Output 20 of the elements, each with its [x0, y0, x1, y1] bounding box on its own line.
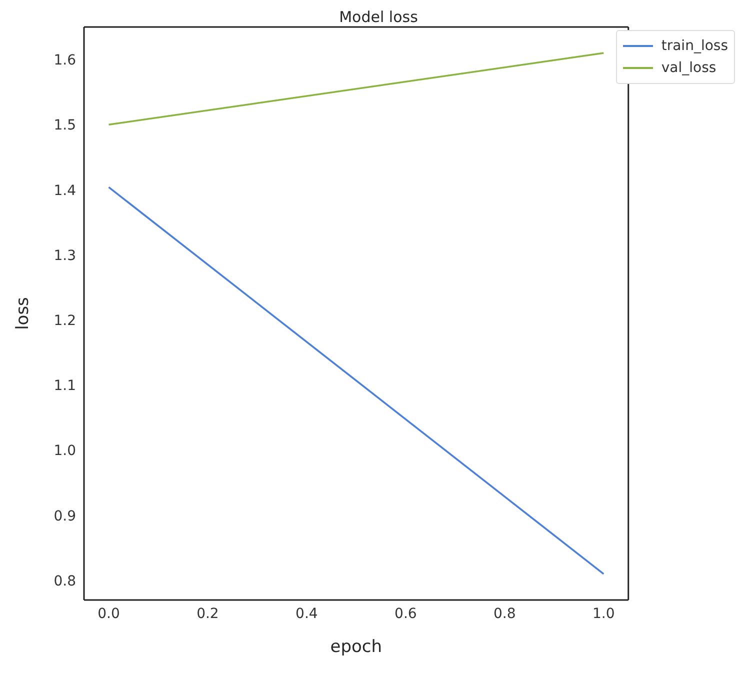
y-tick-label: 1.4	[54, 182, 76, 199]
y-tick-label: 0.8	[54, 573, 76, 590]
x-tick-label: 0.8	[494, 606, 516, 622]
x-tick-label: 0.2	[196, 606, 219, 622]
x-tick-label: 0.6	[394, 606, 417, 622]
y-tick-label: 1.1	[54, 378, 76, 394]
y-axis-title: loss	[13, 296, 34, 330]
y-tick-label: 1.6	[54, 52, 76, 69]
y-tick-label: 1.2	[54, 312, 76, 329]
y-tick-label: 0.9	[54, 508, 76, 524]
y-tick-label: 1.5	[54, 118, 76, 134]
x-tick-label: 1.0	[592, 606, 615, 622]
x-axis-title: epoch	[330, 637, 382, 657]
x-tick-label: 0.4	[296, 606, 318, 622]
x-tick-label: 0.0	[98, 606, 120, 622]
legend-label: val_loss	[661, 59, 716, 78]
y-tick-label: 1.3	[54, 248, 76, 264]
y-tick-label: 1.0	[54, 443, 76, 460]
legend-label: train_loss	[661, 37, 728, 56]
chart-title: Model loss	[338, 8, 419, 26]
